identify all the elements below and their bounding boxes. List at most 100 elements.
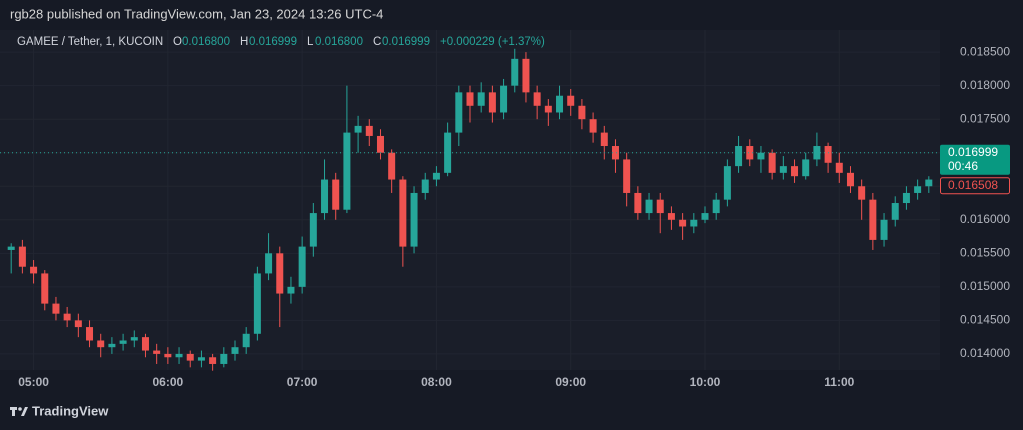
l-value: 0.016800 [315, 36, 363, 48]
candle-body [544, 105, 552, 113]
candle-body [97, 340, 105, 348]
candle-body [746, 146, 754, 160]
candle-body [74, 320, 82, 328]
candle-body [153, 350, 161, 354]
y-tick-label: 0.018500 [960, 44, 1010, 58]
candle-body [914, 186, 922, 193]
l-label: L [307, 36, 314, 48]
candle-body [679, 219, 687, 227]
candle-body [880, 219, 888, 240]
marked-price-box [940, 177, 1010, 195]
candle-body [556, 95, 564, 113]
candle-body [231, 347, 239, 354]
x-tick-label: 08:00 [421, 375, 452, 389]
candle-body [354, 125, 362, 133]
brand: TradingView [32, 403, 109, 418]
candle-body [388, 152, 396, 180]
change: +0.000229 (+1.37%) [440, 36, 545, 48]
candle-body [656, 199, 664, 214]
candle-body [175, 353, 183, 358]
x-tick-label: 05:00 [18, 375, 49, 389]
x-tick-label: 11:00 [824, 375, 854, 389]
candle-body [197, 357, 205, 361]
candle-body [164, 353, 172, 358]
h-value: 0.016999 [249, 36, 297, 48]
last-price-label: 0.016999 [948, 145, 998, 159]
x-tick-label: 09:00 [555, 375, 586, 389]
y-tick-label: 0.015500 [960, 245, 1010, 259]
candle-body [343, 132, 351, 210]
candle-body [891, 203, 899, 220]
candle-body [209, 357, 217, 364]
candle-body [835, 162, 843, 173]
candle-body [611, 146, 619, 160]
candle-body [623, 159, 631, 193]
candle-body [141, 337, 149, 351]
candle-body [466, 92, 474, 106]
y-tick-label: 0.014000 [960, 346, 1010, 360]
logo [10, 407, 28, 416]
candle-body [309, 213, 317, 247]
o-value: 0.016800 [182, 36, 230, 48]
candle-body [298, 246, 306, 287]
candle-body [477, 92, 485, 106]
h-label: H [240, 36, 248, 48]
y-tick-label: 0.017500 [960, 111, 1010, 125]
publish-note: rgb28 published on TradingView.com, Jan … [10, 6, 383, 21]
countdown: 00:46 [948, 159, 978, 173]
candle-body [365, 125, 373, 136]
y-tick-label: 0.014500 [960, 313, 1010, 327]
x-tick-label: 07:00 [287, 375, 318, 389]
candle-body [757, 152, 765, 160]
candle-body [634, 192, 642, 214]
candle-body [253, 273, 261, 334]
candle-body [130, 337, 138, 341]
candle-body [376, 135, 384, 153]
c-value: 0.016999 [382, 36, 430, 48]
candle-body [321, 179, 329, 214]
candle-body [511, 58, 519, 86]
candle-body [399, 179, 407, 247]
candle-body [533, 92, 541, 106]
candle-body [63, 313, 71, 321]
plot-area [0, 30, 940, 370]
c-label: C [373, 36, 381, 48]
marked-price-label: 0.016508 [948, 178, 998, 192]
candle-body [824, 146, 832, 163]
candle-body [287, 286, 295, 294]
candle-body [802, 159, 810, 177]
candle-body [119, 340, 127, 344]
candle-body [858, 186, 866, 200]
candle-body [925, 179, 933, 187]
candle-body [488, 92, 496, 113]
y-tick-label: 0.016000 [960, 212, 1010, 226]
candle-body [723, 166, 731, 200]
candle-body [522, 58, 530, 93]
candle-body [432, 172, 440, 180]
last-price-box [940, 144, 1010, 175]
candle-body [455, 92, 463, 133]
o-label: O [173, 36, 182, 48]
x-tick-label: 10:00 [690, 375, 721, 389]
y-tick-label: 0.015000 [960, 279, 1010, 293]
candle-body [41, 273, 49, 304]
candle-body [410, 192, 418, 247]
candle-body [846, 172, 854, 187]
candle-body [779, 166, 787, 173]
candle-body [735, 146, 743, 167]
candle-body [600, 132, 608, 147]
candle-body [18, 246, 26, 267]
candle-body [265, 253, 273, 274]
candle-body [220, 353, 228, 364]
candle-body [567, 95, 575, 106]
candle-body [645, 199, 653, 214]
candle-body [7, 246, 15, 250]
candle-body [421, 179, 429, 193]
candle-body [108, 343, 116, 348]
candle-body [791, 166, 799, 177]
candle-body [86, 327, 94, 341]
candle-body [869, 199, 877, 240]
candle-body [242, 333, 250, 348]
candle-body [186, 353, 194, 361]
